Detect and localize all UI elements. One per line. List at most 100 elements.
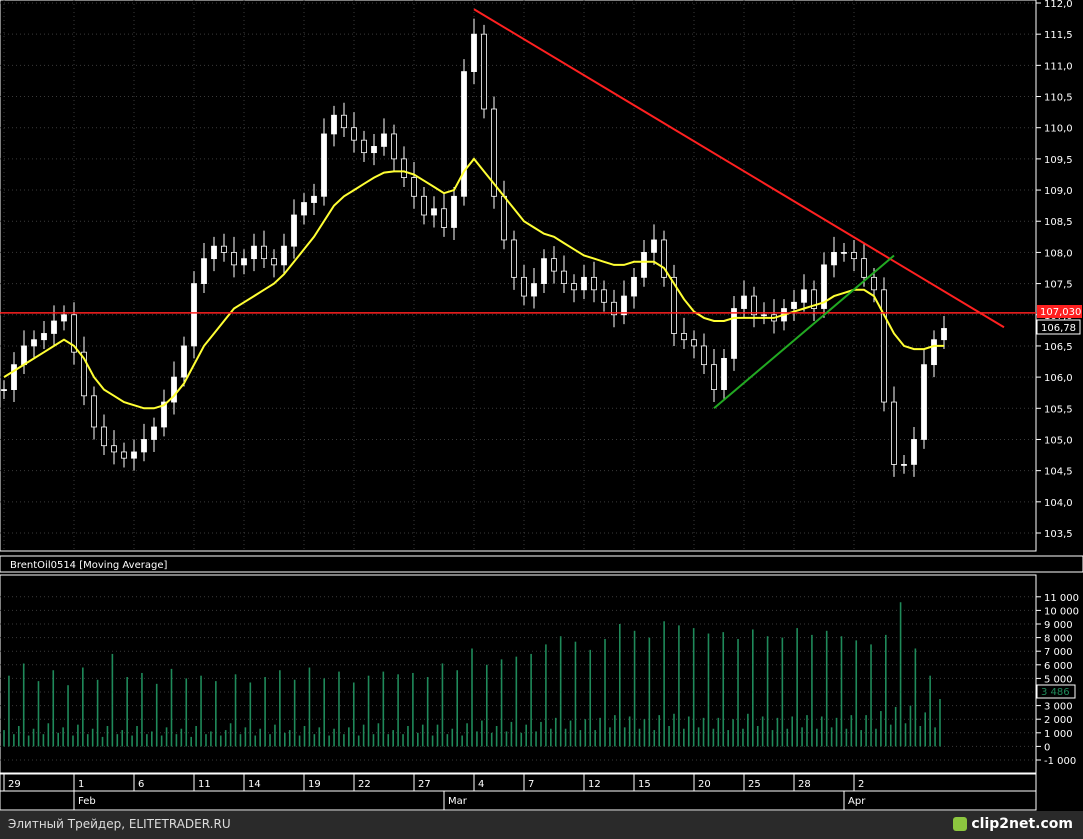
candle-body — [271, 258, 277, 266]
candle-body — [851, 252, 857, 260]
instrument-label: BrentOil0514 [Moving Average] — [10, 560, 167, 571]
candle-body — [151, 426, 157, 440]
price-tick-label: 110,5 — [1044, 93, 1073, 104]
candle-body — [711, 364, 717, 390]
candle-body — [581, 276, 587, 291]
candle-body — [641, 252, 647, 278]
month-label: Feb — [78, 796, 96, 807]
candle-body — [451, 195, 457, 228]
candle-body — [91, 395, 97, 428]
current-volume-label: 3 486 — [1041, 687, 1070, 698]
candle-body — [881, 289, 887, 403]
candle-body — [541, 258, 547, 284]
candle-body — [831, 252, 837, 266]
trendline — [473, 8, 1005, 329]
candle-body — [41, 333, 47, 341]
candle-body — [111, 445, 117, 453]
candle-body — [841, 252, 847, 254]
candle-body — [211, 245, 217, 260]
candle-body — [441, 208, 447, 228]
day-label: 6 — [138, 779, 144, 790]
title-strip — [0, 555, 1083, 573]
day-label: 28 — [798, 779, 811, 790]
price-tick-label: 103,5 — [1044, 529, 1073, 540]
volume-tick-label: 9 000 — [1044, 620, 1073, 631]
candle-body — [621, 295, 627, 316]
candle-body — [791, 301, 797, 309]
candle-body — [591, 276, 597, 291]
moving-average-line — [3, 157, 944, 410]
price-tick-label: 104,0 — [1044, 498, 1073, 509]
price-panel: 112,0 111,5 111,0 110,5 110,0 109,5 109,0 108,5… — [0, 0, 1082, 552]
volume-tick-label: 11 000 — [1044, 593, 1079, 604]
candle-body — [491, 108, 497, 197]
candle-body — [521, 276, 527, 297]
price-tick-label: 111,0 — [1044, 61, 1073, 72]
trendlines — [473, 8, 1005, 410]
candle-body — [811, 289, 817, 309]
price-tick-label: 107,5 — [1044, 280, 1073, 291]
trading-chart: 112,0 111,5 111,0 110,5 110,0 109,5 109,0 108,5… — [0, 0, 1083, 811]
candle-body — [471, 33, 477, 72]
clip2net-logo-icon — [953, 817, 968, 831]
day-label: 22 — [358, 779, 371, 790]
volume-tick-label: 0 — [1044, 742, 1050, 753]
trendline — [713, 254, 895, 410]
volume-tick-label: 6 000 — [1044, 661, 1073, 672]
candle-body — [421, 195, 427, 216]
volume-tick-label: 10 000 — [1044, 606, 1079, 617]
price-tick-label: 109,0 — [1044, 186, 1073, 197]
candle-body — [411, 177, 417, 197]
candle-body — [161, 401, 167, 428]
candle-body — [671, 276, 677, 334]
candle-body — [381, 133, 387, 147]
candle-body — [31, 339, 37, 347]
month-label: Mar — [448, 796, 468, 807]
candle-body — [751, 295, 757, 316]
volume-bars — [3, 602, 941, 747]
day-label: 14 — [248, 779, 261, 790]
candle-body — [181, 345, 187, 378]
price-tick-label: 112,0 — [1044, 0, 1073, 10]
candle-body — [941, 328, 947, 341]
candle-body — [891, 401, 897, 465]
hline-label: 107,030 — [1040, 307, 1081, 318]
day-label: 15 — [638, 779, 651, 790]
candle-body — [461, 71, 467, 197]
candle-body — [171, 376, 177, 403]
candle-body — [681, 333, 687, 341]
day-label: 19 — [308, 779, 321, 790]
candle-body — [61, 314, 67, 322]
price-tick-label: 110,0 — [1044, 124, 1073, 135]
volume-tick-label: 8 000 — [1044, 634, 1073, 645]
candle-body — [231, 252, 237, 266]
price-candles — [1, 18, 947, 477]
candle-body — [731, 308, 737, 359]
day-label: 25 — [748, 779, 761, 790]
volume-tick-label: 2 000 — [1044, 715, 1073, 726]
candle-body — [431, 208, 437, 216]
price-tick-label: 108,5 — [1044, 217, 1073, 228]
candle-body — [701, 345, 707, 366]
candle-body — [821, 264, 827, 309]
day-label: 12 — [588, 779, 601, 790]
month-label: Apr — [848, 796, 866, 807]
candle-body — [361, 139, 367, 154]
volume-tick-label: 5 000 — [1044, 674, 1073, 685]
day-label: 2 — [858, 779, 864, 790]
candle-body — [331, 114, 337, 135]
candle-body — [551, 258, 557, 272]
candle-body — [651, 239, 657, 253]
volume-tick-label: 1 000 — [1044, 729, 1073, 740]
day-label: 7 — [528, 779, 534, 790]
volume-tick-label: 3 000 — [1044, 702, 1073, 713]
day-label: 1 — [78, 779, 84, 790]
candle-body — [291, 214, 297, 247]
candle-body — [131, 451, 137, 459]
candle-body — [81, 351, 87, 397]
candle-body — [101, 426, 107, 447]
candle-body — [661, 239, 667, 278]
candle-body — [311, 195, 317, 203]
